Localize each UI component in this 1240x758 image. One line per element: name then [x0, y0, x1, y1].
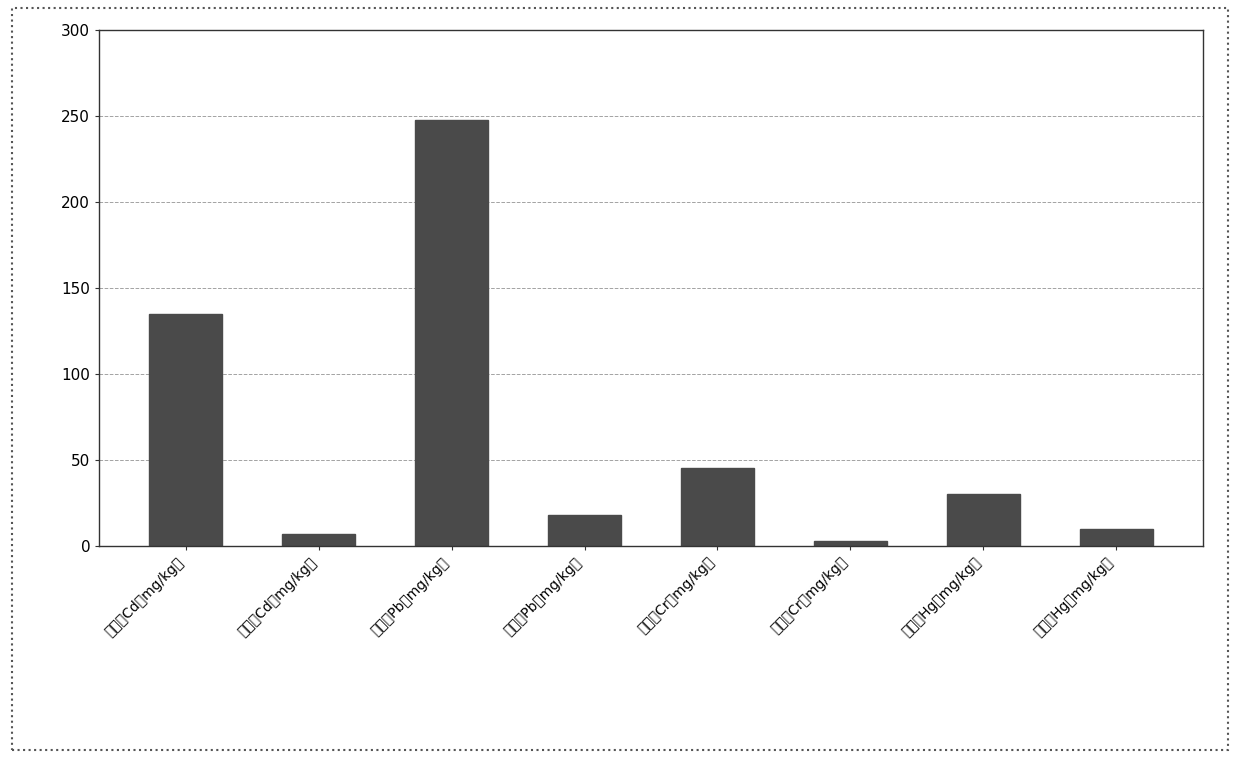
Bar	[149, 314, 222, 546]
Bar	[548, 515, 621, 546]
Bar	[283, 534, 356, 546]
Bar	[813, 540, 887, 546]
Bar	[681, 468, 754, 546]
Bar	[946, 494, 1019, 546]
Bar	[415, 120, 489, 546]
Bar	[1080, 528, 1153, 546]
